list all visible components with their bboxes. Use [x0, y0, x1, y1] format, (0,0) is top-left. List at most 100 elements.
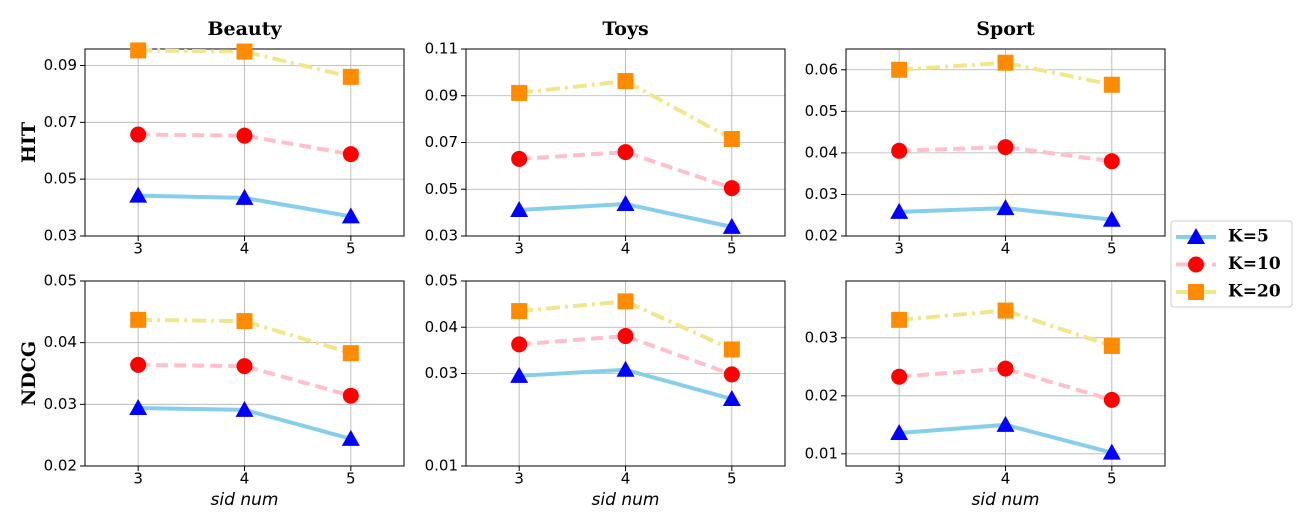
panel: 3 4 5 0.02 0.03 0.04 0.05 0.06 Sport	[805, 18, 1166, 258]
series-line	[898, 308, 1113, 348]
y-tick-label: 0.07	[44, 113, 77, 131]
marker	[617, 328, 634, 345]
x-tick-label: 3	[894, 240, 904, 258]
marker	[891, 142, 908, 159]
series-line	[519, 150, 733, 190]
x-axis-label: sid num	[592, 490, 660, 510]
y-tick-label: 0.03	[44, 227, 77, 245]
y-tick-label: 0.05	[44, 170, 77, 188]
y-tick-label: 0.05	[425, 272, 458, 290]
x-tick-label: 4	[240, 240, 250, 258]
marker	[891, 61, 908, 78]
marker	[235, 400, 254, 417]
marker	[130, 42, 147, 59]
marker	[130, 311, 147, 328]
marker	[723, 341, 740, 358]
x-tick-label: 5	[346, 240, 356, 258]
y-tick-label: 0.03	[44, 395, 77, 413]
subplot-title: Toys	[602, 18, 648, 40]
marker	[236, 313, 253, 330]
marker	[341, 429, 360, 446]
marker	[511, 84, 528, 101]
marker	[511, 150, 528, 167]
marker	[997, 139, 1014, 156]
series-line	[899, 60, 1113, 87]
marker	[130, 356, 147, 373]
y-tick-label: 0.06	[805, 60, 838, 78]
marker	[129, 186, 148, 203]
marker	[997, 360, 1014, 377]
y-tick-label: 0.03	[805, 185, 838, 203]
marker	[342, 68, 359, 85]
y-tick-label: 0.09	[425, 86, 458, 104]
x-tick-label: 3	[514, 470, 524, 488]
marker	[342, 146, 359, 163]
series-line	[519, 334, 733, 377]
marker	[1188, 284, 1204, 300]
marker	[617, 73, 634, 90]
marker	[1102, 443, 1121, 460]
marker	[890, 202, 909, 219]
x-tick-label: 4	[1001, 470, 1011, 488]
x-axis-label: sid num	[211, 490, 279, 510]
marker	[722, 389, 741, 406]
marker	[890, 423, 909, 440]
marker	[1187, 228, 1205, 244]
marker	[616, 360, 635, 377]
marker	[342, 345, 359, 362]
marker	[891, 368, 908, 385]
series-line	[518, 78, 733, 141]
series-line	[518, 299, 733, 352]
x-tick-label: 5	[727, 240, 737, 258]
y-tick-label: 0.01	[425, 457, 458, 475]
marker	[511, 303, 528, 320]
marker	[341, 207, 360, 224]
y-tick-label: 0.04	[805, 143, 838, 161]
marker	[891, 311, 908, 328]
y-tick-label: 0.02	[44, 457, 77, 475]
marker	[722, 217, 741, 234]
subplot-title: Sport	[976, 18, 1035, 40]
plot-frame	[845, 48, 1166, 237]
y-tick-label: 0.03	[425, 364, 458, 382]
marker	[235, 188, 254, 205]
marker	[342, 387, 359, 404]
x-tick-label: 5	[1107, 240, 1117, 258]
panel: 3 4 5 0.03 0.05 0.07 0.09 0.11 Toys	[425, 18, 786, 258]
marker	[129, 399, 148, 416]
marker	[1103, 76, 1120, 93]
marker	[236, 43, 253, 60]
y-tick-label: 0.05	[805, 102, 838, 120]
marker	[236, 358, 253, 375]
series-line	[138, 48, 352, 79]
series-line	[138, 317, 352, 356]
y-tick-label: 0.03	[805, 328, 838, 346]
marker	[510, 366, 529, 383]
x-axis-label: sid num	[972, 490, 1040, 510]
x-tick-label: 3	[514, 240, 524, 258]
legend: K=5 K=10 K=20	[1170, 220, 1293, 308]
marker	[130, 126, 147, 143]
x-tick-label: 4	[1001, 240, 1011, 258]
marker	[1103, 153, 1120, 170]
y-tick-label: 0.05	[425, 180, 458, 198]
y-tick-label: 0.04	[425, 318, 458, 336]
marker	[616, 194, 635, 211]
marker	[997, 54, 1014, 71]
y-tick-label: 0.09	[44, 56, 77, 74]
x-tick-label: 4	[240, 470, 250, 488]
marker	[997, 302, 1014, 319]
plot-frame	[465, 280, 786, 467]
marker	[723, 366, 740, 383]
x-tick-label: 5	[727, 470, 737, 488]
plot-frame	[465, 48, 786, 237]
marker	[996, 415, 1015, 432]
y-axis-label: NDCG	[18, 341, 40, 406]
x-tick-label: 4	[621, 470, 631, 488]
marker	[1103, 337, 1120, 354]
legend-label: K=5	[1228, 227, 1269, 247]
panel: 3 4 5 0.01 0.03 0.04 0.05 sid num	[425, 272, 786, 510]
x-tick-label: 3	[133, 240, 143, 258]
marker	[723, 180, 740, 197]
